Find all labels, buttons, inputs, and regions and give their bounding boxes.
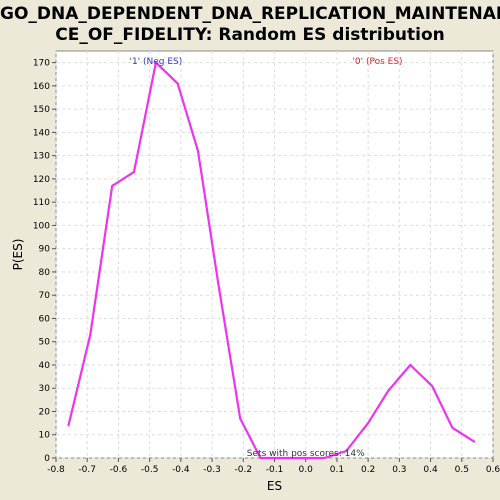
series-point xyxy=(259,457,262,459)
series-point xyxy=(89,333,92,336)
y-tick-label: 100 xyxy=(33,221,50,231)
x-tick-label: -0.7 xyxy=(78,465,96,475)
series-point xyxy=(387,389,390,392)
y-tick-label: 70 xyxy=(39,291,51,301)
x-tick-label: -0.2 xyxy=(235,465,253,475)
series-point xyxy=(473,440,476,443)
y-tick-label: 110 xyxy=(33,198,50,208)
x-tick-label: 0.4 xyxy=(423,465,438,475)
neg-es-label: '1' (Neg ES) xyxy=(129,57,182,67)
x-tick-label: -0.1 xyxy=(266,465,284,475)
x-tick-label: 0.1 xyxy=(330,465,344,475)
x-tick-label: -0.5 xyxy=(141,465,159,475)
y-tick-label: 170 xyxy=(33,59,50,69)
y-tick-label: 0 xyxy=(44,454,50,464)
pos-es-label: '0' (Pos ES) xyxy=(352,57,402,67)
x-tick-label: -0.4 xyxy=(172,465,190,475)
x-tick-label: 0.3 xyxy=(392,465,406,475)
series-point xyxy=(367,422,370,425)
series-point xyxy=(176,82,179,85)
y-tick-label: 20 xyxy=(39,407,51,417)
y-axis-label: P(ES) xyxy=(11,239,25,271)
y-tick-label: 90 xyxy=(39,245,51,255)
y-tick-label: 160 xyxy=(33,82,50,92)
x-tick-label: 0.5 xyxy=(455,465,469,475)
series-point xyxy=(154,61,157,64)
series-point xyxy=(133,170,136,173)
series-point xyxy=(409,363,412,366)
series-point xyxy=(301,457,304,459)
series-point xyxy=(111,184,114,187)
series-point xyxy=(451,426,454,429)
y-tick-label: 120 xyxy=(33,175,50,185)
y-tick-label: 140 xyxy=(33,128,50,138)
x-tick-label: 0.2 xyxy=(361,465,375,475)
x-axis-label: ES xyxy=(267,479,282,493)
grid-lines xyxy=(55,51,494,459)
series-point xyxy=(197,150,200,153)
y-tick-label: 10 xyxy=(39,431,51,441)
series-point xyxy=(323,457,326,459)
y-axis-ticks: 0 10 20 30 40 50 60 70 80 90 100 110 120 130 140 150 160… xyxy=(33,59,56,464)
series-point xyxy=(431,384,434,387)
y-tick-label: 50 xyxy=(39,338,51,348)
chart-title-line-2: CE_OF_FIDELITY: Random ES distribution xyxy=(55,25,445,45)
series-point xyxy=(281,457,284,459)
series-line xyxy=(67,61,475,460)
series-point xyxy=(217,282,220,285)
x-tick-label: -0.3 xyxy=(203,465,221,475)
chart-title-line-1: GO_DNA_DEPENDENT_DNA_REPLICATION_MAINTEN… xyxy=(0,4,500,24)
x-tick-label: -0.8 xyxy=(47,465,65,475)
series-point xyxy=(345,450,348,453)
y-tick-label: 150 xyxy=(33,105,50,115)
x-tick-label: 0.0 xyxy=(299,465,314,475)
series-point xyxy=(239,417,242,420)
y-tick-label: 80 xyxy=(39,268,51,278)
x-tick-label: 0.6 xyxy=(486,465,500,475)
series-point xyxy=(67,424,70,427)
y-tick-label: 130 xyxy=(33,152,50,162)
pos-scores-footer: Sets with pos scores: 14% xyxy=(247,449,365,459)
y-tick-label: 60 xyxy=(39,314,51,324)
x-axis-ticks: -0.8 -0.7 -0.6 -0.5 -0.4 -0.3 -0.2 -0.1 0.0 0.1 0.… xyxy=(47,458,500,475)
x-tick-label: -0.6 xyxy=(110,465,128,475)
y-tick-label: 40 xyxy=(39,361,51,371)
series-group xyxy=(67,61,476,460)
y-tick-label: 30 xyxy=(39,384,51,394)
